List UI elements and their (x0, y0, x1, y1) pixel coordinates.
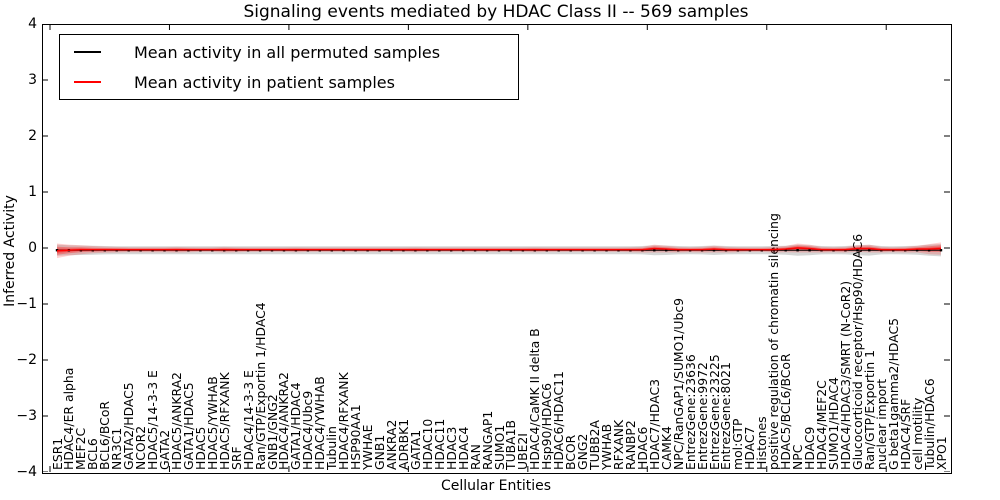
plot-area (42, 24, 952, 474)
permuted-marker (915, 249, 919, 252)
y-tick-label: −1 (16, 296, 37, 312)
legend-label-patient: Mean activity in patient samples (134, 72, 395, 92)
legend-item-patient: Mean activity in patient samples (60, 67, 518, 97)
permuted-marker (653, 249, 656, 252)
y-tick-label: 3 (28, 72, 37, 88)
permuted-marker (939, 249, 943, 252)
permuted-marker (808, 249, 811, 252)
y-tick-label: −2 (16, 352, 37, 368)
permuted-marker (927, 249, 931, 252)
permuted-marker (868, 249, 871, 252)
chart-title: Signaling events mediated by HDAC Class … (243, 2, 749, 22)
y-tick-label: −3 (16, 408, 37, 424)
y-tick-label: 4 (28, 16, 37, 32)
permuted-marker (712, 249, 716, 252)
y-tick-label: −4 (16, 464, 37, 480)
permuted-marker (796, 249, 799, 252)
legend-line-black (74, 51, 101, 53)
plot-svg (42, 24, 950, 472)
y-tick-label: 1 (28, 184, 37, 200)
legend-label-permuted: Mean activity in all permuted samples (134, 42, 441, 62)
x-axis-label: Cellular Entities (440, 478, 552, 494)
legend-line-red (74, 81, 101, 83)
legend-item-permuted: Mean activity in all permuted samples (60, 37, 518, 67)
permuted-marker (856, 249, 859, 252)
permuted-marker (784, 249, 787, 252)
patient-mean-line (56, 247, 942, 252)
y-tick-label: 0 (28, 240, 37, 256)
y-axis-label-text: Inferred Activity (2, 195, 18, 307)
y-tick-label: 2 (28, 128, 37, 144)
legend: Mean activity in all permuted samples Me… (59, 34, 519, 100)
permuted-marker (665, 249, 668, 252)
